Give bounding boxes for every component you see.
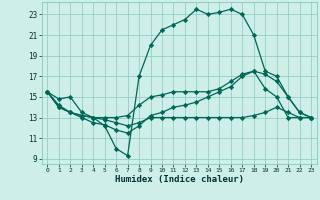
X-axis label: Humidex (Indice chaleur): Humidex (Indice chaleur)	[115, 175, 244, 184]
